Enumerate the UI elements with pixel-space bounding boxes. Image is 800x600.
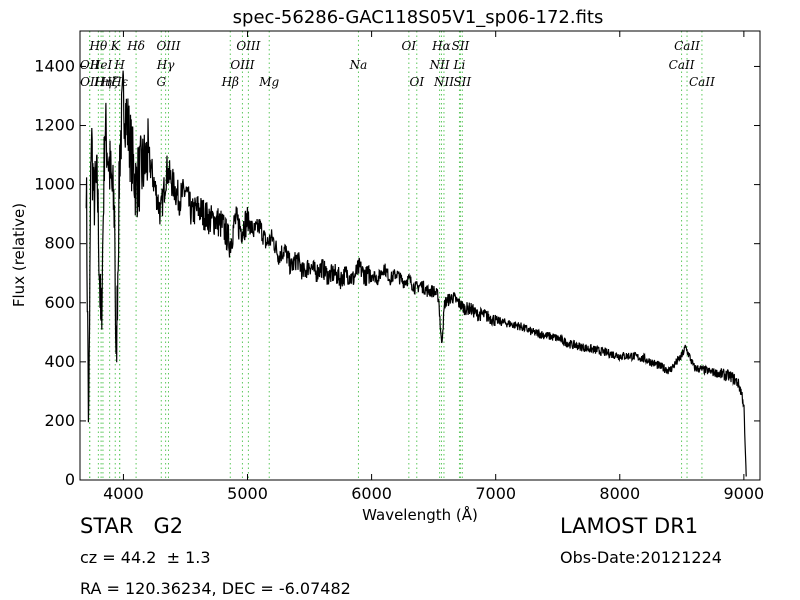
line-label-8: Hε [110,75,128,89]
line-label-27: CaII [674,39,700,53]
plot-frame [79,30,761,481]
line-label-20: NII [429,58,450,72]
line-label-19: OI [409,75,424,89]
redshift-value: cz = 44.2 ± 1.3 [80,548,211,567]
line-label-23: Li [453,58,466,72]
line-label-10: G [156,75,166,89]
line-label-0: OII [80,58,100,72]
object-class: STAR G2 [80,514,184,538]
x-axis: 4000 5000 6000 7000 8000 9000 [103,31,764,503]
x-tick-label-0: 4000 [103,484,144,503]
line-label-18: OI [402,39,417,53]
line-label-24: SII [452,39,470,53]
x-tick-label-4: 8000 [599,484,640,503]
line-label-3: HeI [89,58,113,72]
emission-line-markers [89,31,703,480]
line-label-9: Hδ [126,39,145,53]
line-label-7: H [113,58,125,72]
y-axis: 0 200 400 600 800 1000 1200 1400 [34,56,760,489]
x-tick-label-3: 7000 [475,484,516,503]
y-tick-label-5: 1000 [34,175,75,194]
y-tick-label-6: 1200 [34,116,75,135]
line-label-28: CaII [689,75,715,89]
line-label-13: Hβ [221,75,239,89]
y-tick-label-0: 0 [65,470,75,489]
line-label-12: OIII [156,39,180,53]
obs-date: Obs-Date:20121224 [560,548,722,567]
line-label-22: NII [433,75,454,89]
line-label-6: K [110,39,121,53]
y-tick-label-4: 800 [44,234,75,253]
line-label-16: Mg [258,75,279,89]
line-label-4: Hη [93,75,112,89]
line-label-26: CaII [669,58,695,72]
survey-name: LAMOST DR1 [560,514,699,538]
y-tick-label-2: 400 [44,352,75,371]
y-tick-label-1: 200 [44,411,75,430]
y-tick-label-7: 1400 [34,56,75,75]
line-label-2: Hθ [89,39,108,53]
line-label-5: Hζ [100,75,119,89]
x-tick-label-5: 9000 [724,484,765,503]
y-axis-label: Flux (relative) [10,203,28,307]
x-tick-label-1: 5000 [227,484,268,503]
line-label-21: Hα [431,39,451,53]
ra-dec: RA = 120.36234, DEC = -6.07482 [80,579,351,598]
y-tick-label-3: 600 [44,293,75,312]
chart-title: spec-56286-GAC118S05V1_sp06-172.fits [233,7,604,28]
line-label-11: Hγ [156,58,175,72]
line-label-1: OII [80,75,100,89]
x-axis-label: Wavelength (Å) [362,505,478,524]
line-label-25: SII [453,75,471,89]
line-label-14: OIII [230,58,254,72]
spectrum-line [85,70,747,477]
x-tick-label-2: 6000 [351,484,392,503]
line-label-15: OIII [236,39,260,53]
line-label-17: Na [349,58,368,72]
